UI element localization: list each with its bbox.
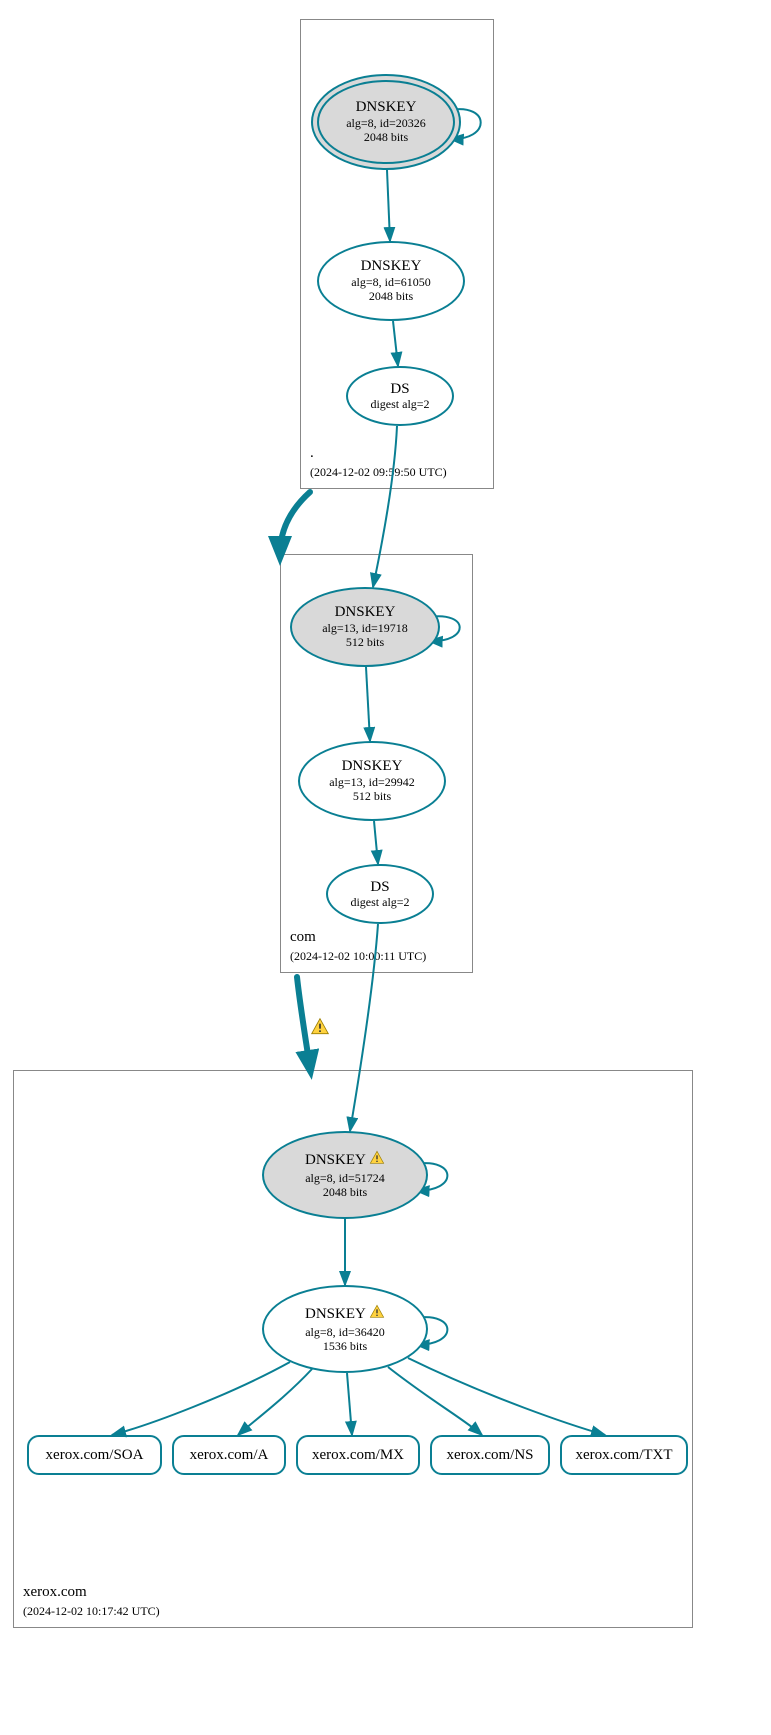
node-com-dnskey_zsk: DNSKEYalg=13, id=29942512 bits (298, 741, 446, 821)
warning-icon (369, 1304, 385, 1325)
node-title: DNSKEY (305, 1150, 385, 1171)
node-title: DNSKEY (305, 1304, 385, 1325)
zone-root-ts: (2024-12-02 09:59:50 UTC) (310, 465, 447, 480)
node-root-dnskey_ksk: DNSKEYalg=8, id=203262048 bits (311, 74, 461, 170)
node-title: DS (390, 381, 409, 398)
rr-box: xerox.com/SOA (27, 1435, 162, 1475)
node-root-ds: DSdigest alg=2 (346, 366, 454, 426)
node-title: DNSKEY (342, 758, 403, 775)
node-sub2: 512 bits (346, 635, 384, 649)
node-sub1: alg=13, id=19718 (322, 621, 408, 635)
node-title: DNSKEY (356, 99, 417, 116)
node-sub1: alg=8, id=36420 (305, 1325, 385, 1339)
warning-icon (369, 1150, 385, 1171)
node-title: DNSKEY (335, 604, 396, 621)
node-sub2: 2048 bits (323, 1185, 367, 1199)
node-sub1: alg=8, id=20326 (346, 116, 426, 130)
warning-icon (310, 1017, 330, 1042)
node-root-dnskey_zsk: DNSKEYalg=8, id=610502048 bits (317, 241, 465, 321)
zone-xerox-ts: (2024-12-02 10:17:42 UTC) (23, 1604, 160, 1619)
node-xerox-dnskey_zsk: DNSKEY alg=8, id=364201536 bits (262, 1285, 428, 1373)
rr-box: xerox.com/TXT (560, 1435, 688, 1475)
rr-box: xerox.com/MX (296, 1435, 420, 1475)
node-title: DNSKEY (361, 258, 422, 275)
node-sub1: digest alg=2 (350, 895, 409, 909)
node-xerox-dnskey_ksk: DNSKEY alg=8, id=517242048 bits (262, 1131, 428, 1219)
node-sub2: 1536 bits (323, 1339, 367, 1353)
node-com-dnskey_ksk: DNSKEYalg=13, id=19718512 bits (290, 587, 440, 667)
zone-com-ts: (2024-12-02 10:00:11 UTC) (290, 949, 426, 964)
zone-xerox-label: xerox.com (23, 1584, 87, 1601)
node-title: DS (370, 879, 389, 896)
node-sub2: 2048 bits (364, 130, 408, 144)
node-sub2: 512 bits (353, 789, 391, 803)
node-sub2: 2048 bits (369, 289, 413, 303)
node-sub1: alg=13, id=29942 (329, 775, 415, 789)
rr-box: xerox.com/A (172, 1435, 286, 1475)
node-sub1: alg=8, id=61050 (351, 275, 431, 289)
zone-root-label: . (310, 445, 314, 462)
zone-com-label: com (290, 929, 316, 946)
node-sub1: digest alg=2 (370, 397, 429, 411)
node-sub1: alg=8, id=51724 (305, 1171, 385, 1185)
rr-box: xerox.com/NS (430, 1435, 550, 1475)
node-com-ds: DSdigest alg=2 (326, 864, 434, 924)
